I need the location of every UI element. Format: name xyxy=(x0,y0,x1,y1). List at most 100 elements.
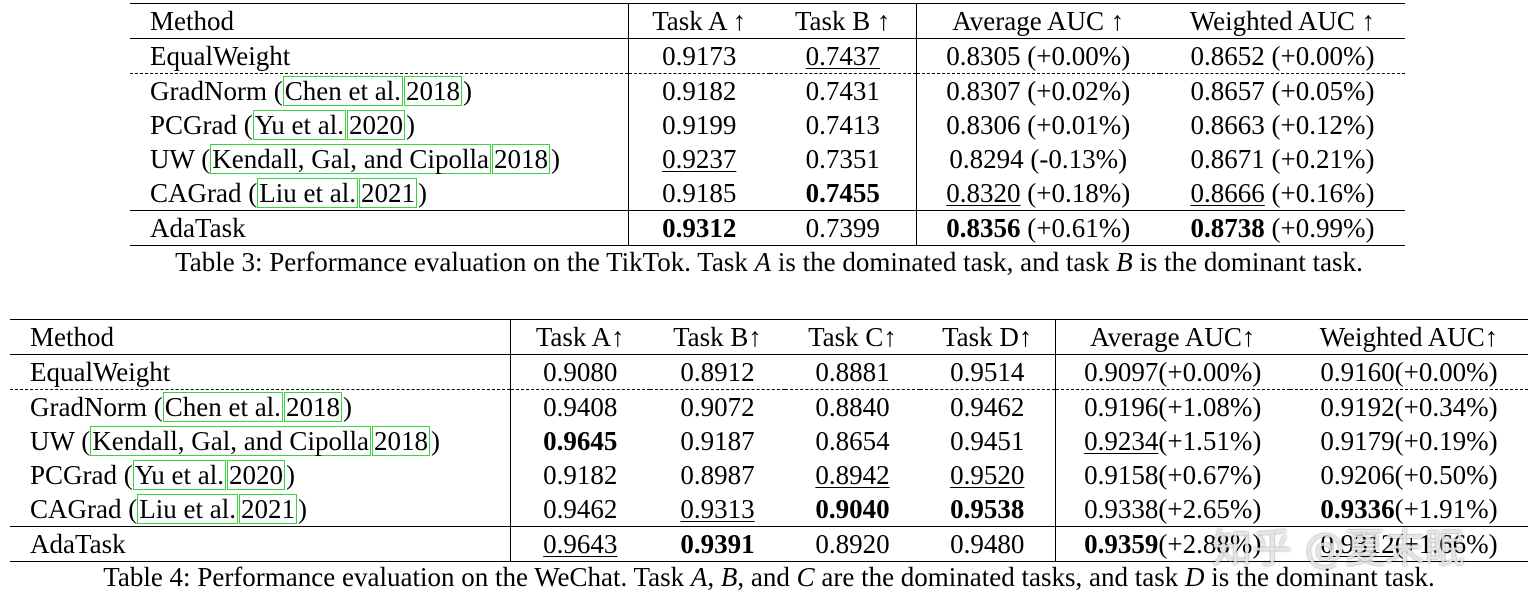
value: 0.9645 xyxy=(543,426,618,456)
value-cell: 0.9040 xyxy=(785,492,920,527)
row: UW (Kendall, Gal, and Cipolla 2018) 0.9237… xyxy=(130,142,1405,176)
value-cell: 0.9192(+0.34%) xyxy=(1290,390,1528,425)
header-cell: Task D↑ xyxy=(942,322,1033,352)
method-cell: PCGrad (Yu et al. 2020) xyxy=(10,458,510,492)
value: 0.7437 xyxy=(805,41,880,71)
value-cell: 0.9072 xyxy=(650,390,785,425)
method-cell: CAGrad (Liu et al. 2021) xyxy=(130,176,628,211)
value: 0.9313 xyxy=(680,494,755,524)
value-change: (+1.51%) xyxy=(1158,426,1262,456)
value-cell: 0.7455 xyxy=(770,176,916,211)
row: GradNorm (Chen et al. 2018) 0.9408 0.9072 0.… xyxy=(10,389,1528,425)
value: 0.9451 xyxy=(950,426,1025,456)
method-text: ) xyxy=(342,392,352,422)
value: 0.8320 xyxy=(946,178,1021,208)
header-row: Method Task A ↑ Task B ↑ Average AUC ↑ Weigh… xyxy=(130,3,1405,39)
value-change: (+0.00%) xyxy=(1020,41,1131,71)
value-cell: 0.9187 xyxy=(650,424,785,458)
value-cell: 0.7399 xyxy=(770,211,916,246)
caption-text: is the dominant task. xyxy=(1204,562,1435,592)
value-cell: 0.8881 xyxy=(785,355,920,390)
method-cell: AdaTask xyxy=(130,211,628,246)
value-cell: 0.9312 xyxy=(627,210,770,246)
value-cell: 0.7437 xyxy=(770,39,916,74)
value: 0.8881 xyxy=(815,357,890,387)
value-cell: 0.8305 (+0.00%) xyxy=(915,38,1160,74)
header-cell: Task A↑ xyxy=(509,319,650,355)
method-text: CAGrad ( xyxy=(30,494,138,524)
method-name: EqualWeight xyxy=(30,357,171,387)
method-text: ) xyxy=(285,460,295,490)
row: CAGrad (Liu et al. 2021) 0.9185 0.7455 0.832… xyxy=(130,176,1405,211)
value-cell: 0.9520 xyxy=(920,458,1055,492)
value: 0.9480 xyxy=(950,529,1025,559)
row: AdaTask 0.9312 0.7399 0.8356 (+0.61%) 0.8738… xyxy=(130,210,1405,246)
value: 0.8356 xyxy=(946,213,1021,243)
method-text: ) xyxy=(417,178,427,208)
value-cell: 0.9199 xyxy=(627,108,770,142)
value: 0.9538 xyxy=(950,494,1025,524)
value: 0.8840 xyxy=(815,392,890,422)
row: EqualWeight 0.9080 0.8912 0.8881 0.9514 0.909… xyxy=(10,354,1528,390)
value-change: (+0.00%) xyxy=(1394,357,1498,387)
value-change: (+0.16%) xyxy=(1264,178,1375,208)
value: 0.9312 xyxy=(662,213,737,243)
value-cell: 0.9338(+2.65%) xyxy=(1054,492,1290,527)
value: 0.9158 xyxy=(1084,460,1159,490)
citation-link: 2021 xyxy=(358,178,417,208)
value-change: (+2.88%) xyxy=(1158,529,1262,559)
row: UW (Kendall, Gal, and Cipolla 2018) 0.9645… xyxy=(10,424,1528,458)
value: 0.9408 xyxy=(543,392,618,422)
value-cell: 0.9237 xyxy=(627,142,770,176)
citation-link: Liu et al. xyxy=(137,494,238,524)
method-cell: AdaTask xyxy=(10,527,510,562)
header-cell: Task B ↑ xyxy=(794,6,891,36)
value: 0.9185 xyxy=(662,178,737,208)
method-text: CAGrad ( xyxy=(150,178,258,208)
caption-math: A xyxy=(754,247,772,277)
value-cell: 0.9391 xyxy=(650,527,785,562)
header-cell: Task A ↑ xyxy=(627,3,770,39)
value: 0.8306 xyxy=(946,110,1021,140)
value-cell: 0.8840 xyxy=(785,390,920,425)
value-cell: 0.9160(+0.00%) xyxy=(1290,355,1528,390)
table: Method Task A ↑ Task B ↑ Average AUC ↑ Weigh… xyxy=(130,3,1405,246)
value-cell: 0.7431 xyxy=(770,74,916,109)
citation-link: Yu et al. xyxy=(132,460,226,490)
value-cell: 0.9313 xyxy=(650,492,785,527)
value-cell: 0.9097(+0.00%) xyxy=(1054,354,1290,390)
value-cell: 0.8657 (+0.05%) xyxy=(1160,74,1405,109)
value: 0.9182 xyxy=(543,460,618,490)
caption-math: D xyxy=(1185,562,1205,592)
caption-text: , xyxy=(707,562,721,592)
value: 0.9196 xyxy=(1084,392,1159,422)
method-text: ) xyxy=(430,426,440,456)
value: 0.7413 xyxy=(805,110,880,140)
value-cell: 0.9179(+0.19%) xyxy=(1290,424,1528,458)
value: 0.8305 xyxy=(946,41,1021,71)
caption-text: Table 3: Performance evaluation on the T… xyxy=(175,247,755,277)
caption-text: is the dominated task, and task xyxy=(771,247,1117,277)
value-cell: 0.8652 (+0.00%) xyxy=(1160,39,1405,74)
value-cell: 0.8920 xyxy=(785,527,920,562)
method-text: GradNorm ( xyxy=(30,392,163,422)
value: 0.7455 xyxy=(805,178,880,208)
value: 0.8652 xyxy=(1190,41,1265,71)
method-text: ) xyxy=(462,76,472,106)
citation-link: 2020 xyxy=(226,460,285,490)
value: 0.8307 xyxy=(946,76,1021,106)
value: 0.9187 xyxy=(680,426,755,456)
caption-text: , and xyxy=(737,562,797,592)
value-cell: 0.8987 xyxy=(650,458,785,492)
value-cell: 0.8356 (+0.61%) xyxy=(915,210,1160,246)
citation-link: 2021 xyxy=(238,494,297,524)
value-cell: 0.9196(+1.08%) xyxy=(1054,389,1290,424)
header-cell: Method xyxy=(30,322,114,352)
value: 0.9234 xyxy=(1084,426,1159,456)
method-text: ) xyxy=(550,144,560,174)
method-cell: EqualWeight xyxy=(10,355,510,390)
value-cell: 0.9451 xyxy=(920,424,1055,458)
citation-link: 2018 xyxy=(491,144,550,174)
table: Method Task A↑ Task B↑ Task C↑ Task D↑ Averag… xyxy=(10,319,1528,562)
citation-link: 2018 xyxy=(371,426,430,456)
